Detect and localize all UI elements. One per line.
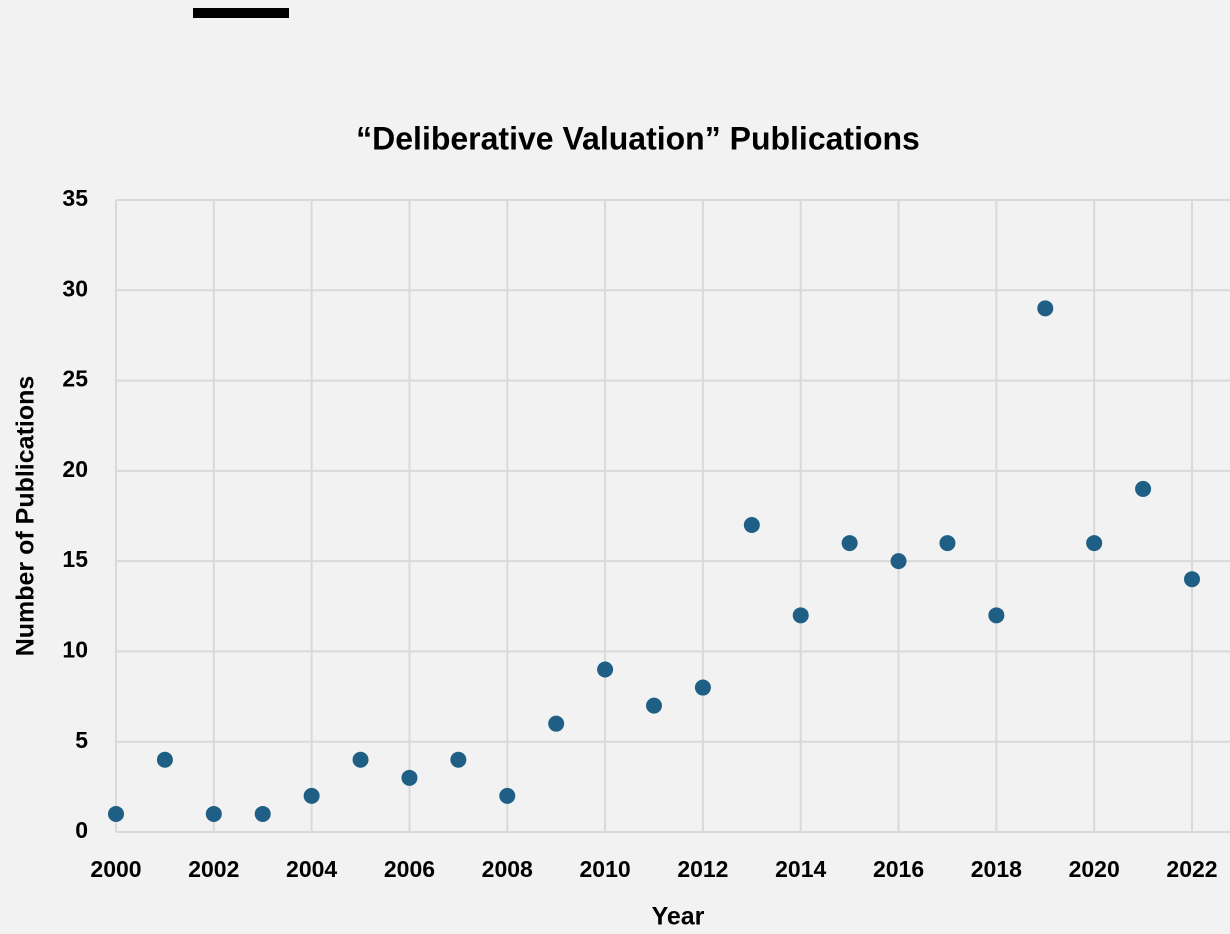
data-point [1086,535,1103,552]
x-tick-label: 2004 [286,856,337,882]
data-point [1184,571,1200,588]
x-axis-label: Year [652,903,705,931]
x-tick-label: 2016 [873,856,924,882]
data-point [548,715,565,732]
x-tick-label: 2022 [1166,856,1217,882]
data-point [597,661,614,678]
data-point [646,697,662,714]
x-tick-label: 2006 [384,856,435,882]
x-tick-label: 2018 [971,856,1022,882]
decoration-bar [193,8,289,18]
data-point [352,751,369,768]
y-axis-label: Number of Publications [12,376,40,657]
data-point [401,769,418,786]
chart-title: “Deliberative Valuation” Publications [356,120,920,156]
data-point [988,607,1005,624]
y-tick-label: 0 [75,817,88,843]
x-tick-label: 2014 [775,856,826,882]
data-point [792,607,809,624]
data-point [694,679,711,696]
data-point [1037,300,1054,317]
y-tick-label: 5 [75,727,88,753]
y-tick-label: 25 [62,366,88,392]
data-point [205,805,222,822]
data-point [841,535,858,552]
x-tick-label: 2012 [677,856,728,882]
y-tick-label: 15 [62,546,88,572]
data-point [499,787,516,804]
data-point [1135,480,1152,497]
x-tick-label: 2002 [188,856,239,882]
data-point [303,787,320,804]
data-point [450,751,467,768]
data-point [743,517,760,534]
data-point [108,805,124,822]
data-point [890,553,907,570]
y-tick-label: 10 [62,637,88,663]
x-tick-label: 2010 [580,856,631,882]
y-tick-label: 35 [62,185,88,211]
y-tick-label: 30 [62,275,88,301]
data-point [254,805,271,822]
data-point [156,751,173,768]
y-tick-label: 20 [62,456,88,482]
data-point [939,535,956,552]
x-tick-label: 2000 [90,856,141,882]
x-tick-label: 2008 [482,856,533,882]
x-tick-label: 2020 [1069,856,1120,882]
